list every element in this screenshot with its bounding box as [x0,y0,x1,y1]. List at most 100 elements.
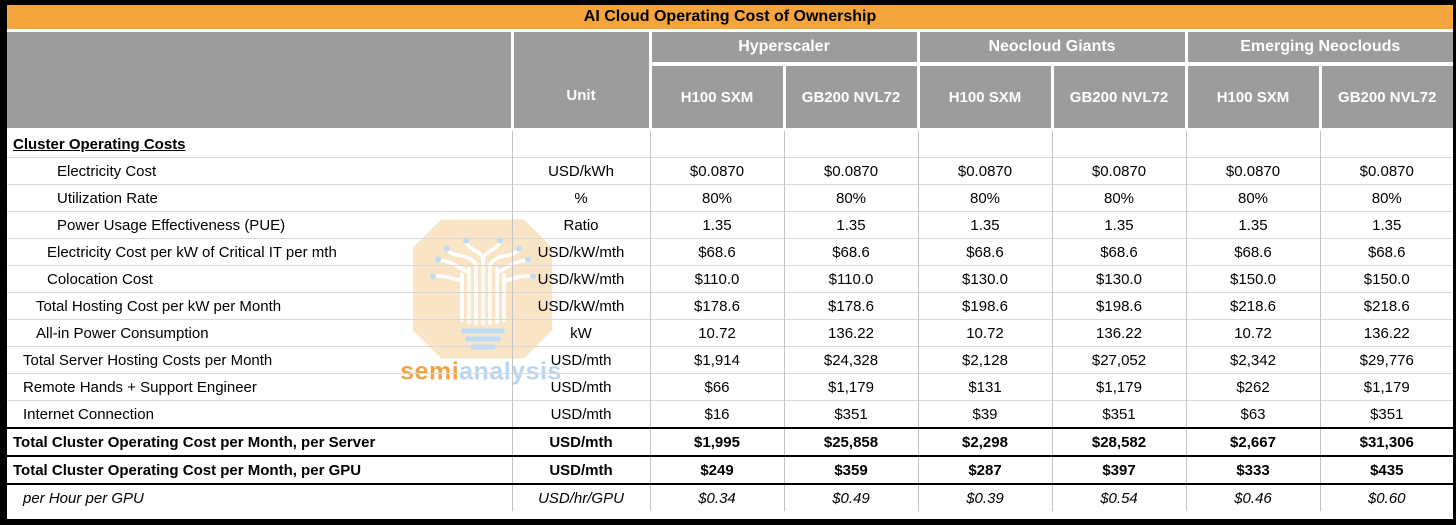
row-unit [512,129,651,158]
value-cell: 136.22 [1052,319,1187,347]
value-cell: $25,858 [784,427,919,456]
row-unit: USD/mth [512,455,651,484]
value-cell: $333 [1186,455,1321,484]
value-cell: $110.0 [650,265,785,293]
value-cell: 80% [918,184,1053,212]
value-cell: $68.6 [1186,238,1321,266]
unit-column-header: Unit [512,32,652,131]
value-cell: $287 [918,455,1053,484]
column-header-neocloud-gb200: GB200 NVL72 [1052,64,1188,131]
value-cell: $178.6 [650,292,785,320]
table-row: Total Server Hosting Costs per Month USD/… [7,346,1453,374]
row-unit: USD/kWh [512,157,651,185]
row-unit: % [512,184,651,212]
value-cell: 136.22 [784,319,919,347]
value-cell: $0.0870 [1186,157,1321,185]
column-header-hyperscaler-h100: H100 SXM [650,64,786,131]
row-unit: kW [512,319,651,347]
row-label: Total Cluster Operating Cost per Month, … [7,455,513,484]
row-label: Power Usage Effectiveness (PUE) [7,211,513,239]
value-cell: $198.6 [918,292,1053,320]
group-header-row: Unit Hyperscaler Neocloud Giants Emergin… [7,32,1453,131]
column-header-neocloud-h100: H100 SXM [918,64,1054,131]
value-cell: $1,995 [650,427,785,456]
value-cell: $29,776 [1320,346,1453,374]
table-row: per Hour per GPU USD/hr/GPU $0.34 $0.49 $0.3… [7,483,1453,511]
table-header: Unit Hyperscaler Neocloud Giants Emergin… [7,32,1453,131]
value-cell: $0.54 [1052,483,1187,511]
table-row: Power Usage Effectiveness (PUE) Ratio 1.35… [7,211,1453,239]
value-cell: $1,179 [1320,373,1453,401]
value-cell: 80% [784,184,919,212]
table-row: All-in Power Consumption kW 10.72 136.22 10.… [7,319,1453,347]
value-cell: $218.6 [1320,292,1453,320]
value-cell: $262 [1186,373,1321,401]
row-label: Cluster Operating Costs [7,129,513,158]
table-body: Cluster Operating Costs Electricity Cost U… [7,129,1453,511]
value-cell: 1.35 [918,211,1053,239]
row-unit: USD/mth [512,427,651,456]
table-row: Cluster Operating Costs [7,129,1453,158]
value-cell: $0.49 [784,483,919,511]
value-cell: $110.0 [784,265,919,293]
value-cell: 136.22 [1320,319,1453,347]
value-cell: $63 [1186,400,1321,428]
value-cell: 1.35 [650,211,785,239]
row-unit: USD/mth [512,346,651,374]
row-label: Utilization Rate [7,184,513,212]
value-cell: $351 [1320,400,1453,428]
value-cell: $435 [1320,455,1453,484]
table-row: Total Cluster Operating Cost per Month, … [7,427,1453,456]
row-unit: USD/kW/mth [512,265,651,293]
table-inner: AI Cloud Operating Cost of Ownership [7,5,1453,519]
value-cell: $0.34 [650,483,785,511]
value-cell: 10.72 [1186,319,1321,347]
value-cell: $0.39 [918,483,1053,511]
value-cell: $0.0870 [1320,157,1453,185]
value-cell: $2,667 [1186,427,1321,456]
value-cell: $0.0870 [918,157,1053,185]
table-area: semianalysis Unit Hyperscaler Neoc [7,32,1453,519]
row-unit: USD/kW/mth [512,292,651,320]
value-cell: $28,582 [1052,427,1187,456]
value-cell: $39 [918,400,1053,428]
value-cell: $359 [784,455,919,484]
value-cell: $130.0 [1052,265,1187,293]
value-cell: $16 [650,400,785,428]
value-cell: $68.6 [650,238,785,266]
column-header-emerging-gb200: GB200 NVL72 [1320,64,1453,131]
value-cell [1320,130,1453,158]
value-cell: $218.6 [1186,292,1321,320]
value-cell: 10.72 [918,319,1053,347]
value-cell: 80% [650,184,785,212]
value-cell: $66 [650,373,785,401]
value-cell: $68.6 [918,238,1053,266]
table-row: Electricity Cost USD/kWh $0.0870 $0.0870 $0.… [7,157,1453,185]
value-cell: 1.35 [1186,211,1321,239]
row-unit: Ratio [512,211,651,239]
value-cell: $68.6 [784,238,919,266]
value-cell [784,129,919,158]
value-cell [1186,129,1321,158]
value-cell [1052,129,1187,158]
value-cell: $31,306 [1320,427,1453,456]
value-cell: $1,179 [1052,373,1187,401]
row-label: Electricity Cost [7,157,513,185]
table-row: Total Cluster Operating Cost per Month, … [7,455,1453,484]
sub-header-row: H100 SXM GB200 NVL72 H100 SXM GB200 NVL7… [7,64,1453,131]
value-cell: 1.35 [1052,211,1187,239]
row-label: Total Server Hosting Costs per Month [7,346,513,374]
value-cell: $24,328 [784,346,919,374]
row-unit: USD/hr/GPU [512,483,651,511]
value-cell: $249 [650,455,785,484]
value-cell: $0.0870 [1052,157,1187,185]
value-cell: 10.72 [650,319,785,347]
table-title: AI Cloud Operating Cost of Ownership [7,5,1453,32]
value-cell: 80% [1052,184,1187,212]
value-cell: $0.46 [1186,483,1321,511]
value-cell: $351 [1052,400,1187,428]
value-cell: $0.0870 [650,157,785,185]
value-cell: $178.6 [784,292,919,320]
row-unit: USD/mth [512,373,651,401]
row-unit: USD/mth [512,400,651,428]
